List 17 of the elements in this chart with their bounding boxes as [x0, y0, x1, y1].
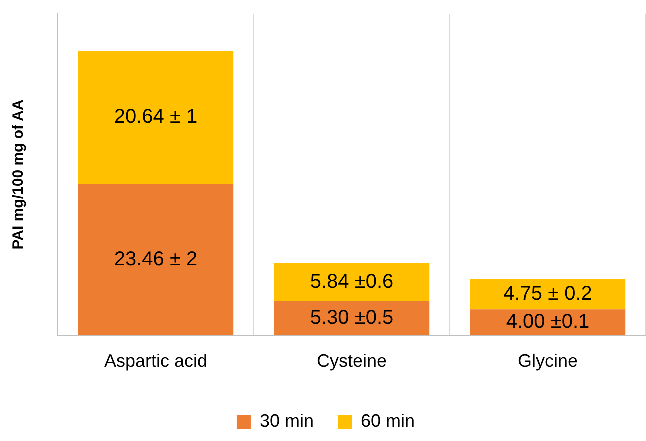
x-tick-label: Aspartic acid — [104, 351, 208, 372]
data-label: 20.64 ± 1 — [114, 106, 198, 128]
y-axis-title: PAI mg/100 mg of AA — [10, 100, 28, 250]
bar — [274, 301, 430, 336]
x-tick-label: Cysteine — [316, 351, 388, 372]
data-label: 4.75 ± 0.2 — [504, 282, 592, 305]
data-label: 23.46 ± 2 — [114, 248, 198, 270]
bar — [78, 184, 234, 336]
data-label: 5.84 ±0.6 — [310, 270, 394, 293]
bar — [470, 278, 626, 310]
bar — [274, 264, 430, 302]
bar — [78, 50, 234, 184]
legend-label: 60 min — [361, 410, 416, 431]
x-tick-label: Glycine — [518, 351, 578, 372]
data-label: 4.00 ±0.1 — [506, 311, 590, 334]
data-label: 5.30 ±0.5 — [310, 306, 394, 329]
legend-label: 30 min — [260, 410, 314, 431]
